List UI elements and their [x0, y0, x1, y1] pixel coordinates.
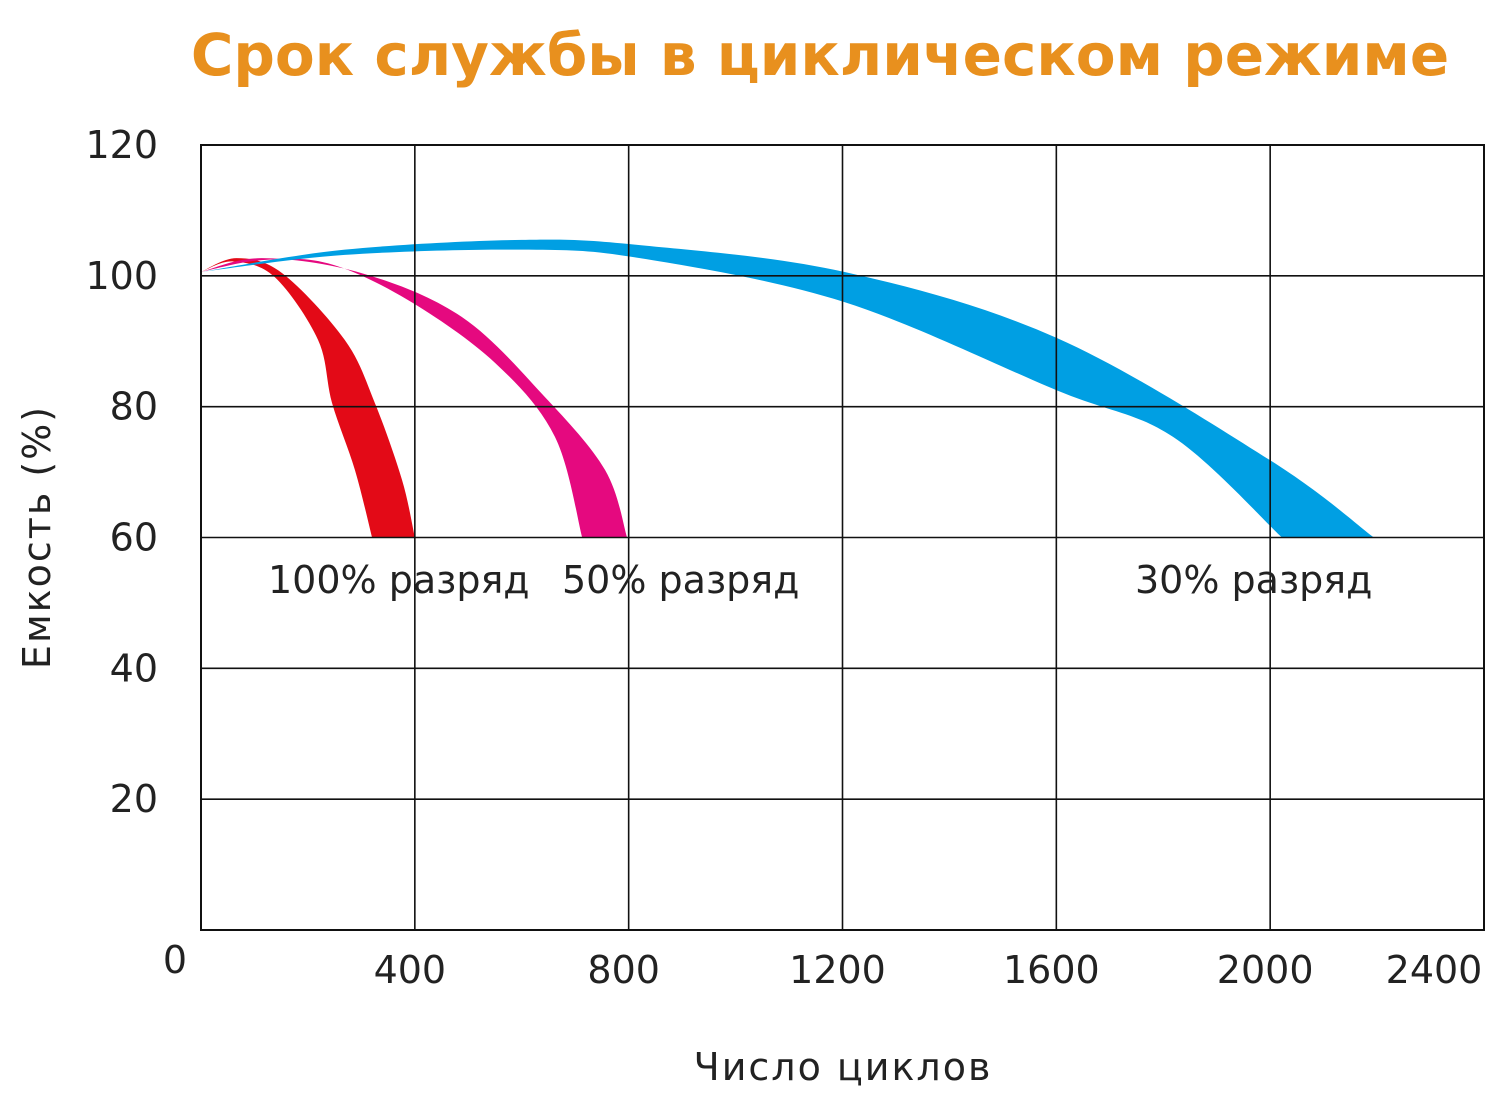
y-tick-label: 40: [110, 646, 158, 690]
x-tick-label: 400: [374, 948, 447, 992]
y-tick-label: 80: [110, 385, 158, 429]
origin-label: 0: [163, 938, 187, 982]
series-label-30: 30% разряд: [1135, 558, 1372, 602]
x-axis-label: Число циклов: [694, 1045, 993, 1089]
series-band-0: [201, 258, 415, 538]
y-axis-label: Емкость (%): [15, 405, 59, 669]
x-tick-label: 2400: [1386, 948, 1483, 992]
x-tick-label: 2000: [1217, 948, 1314, 992]
series-label-100: 100% разряд: [268, 558, 530, 602]
y-tick-label: 120: [85, 123, 158, 167]
y-tick-label: 100: [85, 254, 158, 298]
series-band-1: [201, 258, 628, 538]
y-tick-label: 60: [110, 516, 158, 560]
x-tick-label: 1200: [789, 948, 886, 992]
series-band-2: [201, 239, 1374, 538]
y-tick-label: 20: [110, 777, 158, 821]
chart-title: Срок службы в циклическом режиме: [191, 21, 1449, 89]
x-tick-label: 1600: [1003, 948, 1100, 992]
series-label-50: 50% разряд: [562, 558, 799, 602]
x-tick-label: 800: [587, 948, 660, 992]
